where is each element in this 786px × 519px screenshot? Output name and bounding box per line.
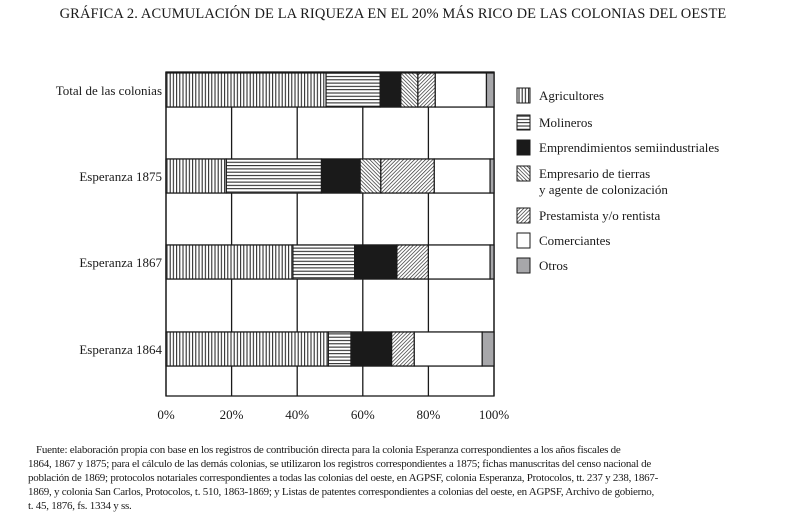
bar-segment-slash: [396, 244, 429, 280]
legend-label: Comerciantes: [539, 233, 610, 248]
legend-swatch: [516, 232, 531, 249]
source-line: t. 45, 1876, fs. 1334 y ss.: [28, 500, 132, 512]
bar-segment-horizontal: [225, 158, 323, 194]
bar-segment-solid-black: [350, 331, 393, 367]
bar-segment-vertical: [165, 72, 327, 108]
legend-label: Molineros: [539, 115, 592, 130]
category-label: Esperanza 1864: [79, 342, 162, 357]
legend-label: Agricultores: [539, 88, 604, 103]
bar-segment-solid-black: [354, 244, 398, 280]
source-line: 1869, y colonia San Carlos, Protocolos, …: [28, 486, 655, 498]
legend-swatch: [516, 114, 531, 131]
legend-item: Comerciantes: [516, 232, 610, 249]
legend-swatch: [516, 207, 531, 224]
bar-segment-slash: [417, 72, 436, 108]
bar-segment-white: [427, 244, 491, 280]
bar-segment-gray: [489, 244, 495, 280]
x-tick-label: 20%: [220, 407, 244, 422]
bar-segment-backslash: [400, 72, 419, 108]
category-label: Esperanza 1867: [79, 255, 162, 270]
bar-segment-backslash: [359, 158, 382, 194]
bar-segment-white: [433, 158, 491, 194]
bar-segment-vertical: [165, 244, 294, 280]
legend-item: Emprendimientos semiindustriales: [516, 139, 719, 156]
legend-swatch: [516, 139, 531, 156]
bar-segment-horizontal: [327, 331, 352, 367]
legend: Agricultores Molineros Emprendimientos sem…: [516, 87, 719, 274]
legend-label: Empresario de tierras: [539, 166, 650, 181]
bar-segment-white: [434, 72, 488, 108]
legend-label-line2: y agente de colonización: [539, 182, 668, 197]
bars: [165, 72, 495, 367]
legend-swatch: [516, 87, 531, 104]
bar-segment-white: [413, 331, 483, 367]
legend-label: Emprendimientos semiindustriales: [539, 140, 719, 155]
x-tick-label: 80%: [416, 407, 440, 422]
bar-segment-solid-black: [379, 72, 402, 108]
legend-swatch: [516, 257, 531, 274]
bar-segment-vertical: [165, 158, 227, 194]
x-tick-labels: 0% 20% 40% 60% 80% 100%: [157, 407, 509, 422]
bar-segment-horizontal: [325, 72, 381, 108]
source-line: población de 1869; protocolos notariales…: [28, 472, 659, 484]
category-label: Esperanza 1875: [79, 169, 162, 184]
legend-item: Agricultores: [516, 87, 604, 104]
bar-segment-gray: [489, 158, 495, 194]
bar-segment-vertical: [165, 331, 329, 367]
legend-label: Otros: [539, 258, 568, 273]
legend-swatch: [516, 165, 531, 182]
x-tick-label: 100%: [479, 407, 510, 422]
source-line: 1864, 1867 y 1875; para el cálculo de la…: [28, 458, 651, 470]
legend-item: Otros: [516, 257, 568, 274]
chart-title: GRÁFICA 2. ACUMULACIÓN DE LA RIQUEZA EN …: [59, 6, 727, 22]
bar-segment-solid-black: [320, 158, 361, 194]
bar-segment-horizontal: [292, 244, 356, 280]
legend-label: Prestamista y/o rentista: [539, 208, 661, 223]
category-label: Total de las colonias: [56, 83, 162, 98]
x-tick-label: 60%: [351, 407, 375, 422]
bar-segment-slash: [391, 331, 415, 367]
bar-segment-slash: [380, 158, 435, 194]
x-tick-label: 40%: [285, 407, 309, 422]
category-labels: Total de las colonias Esperanza 1875 Esper…: [56, 83, 163, 357]
source-note: Fuente: elaboración propia con base en l…: [28, 443, 778, 513]
x-tick-label: 0%: [157, 407, 175, 422]
legend-item: Prestamista y/o rentista: [516, 207, 661, 224]
source-line: Fuente: elaboración propia con base en l…: [36, 444, 621, 456]
bar-segment-gray: [485, 72, 495, 108]
bar-segment-gray: [481, 331, 495, 367]
legend-item: Molineros: [516, 114, 592, 131]
